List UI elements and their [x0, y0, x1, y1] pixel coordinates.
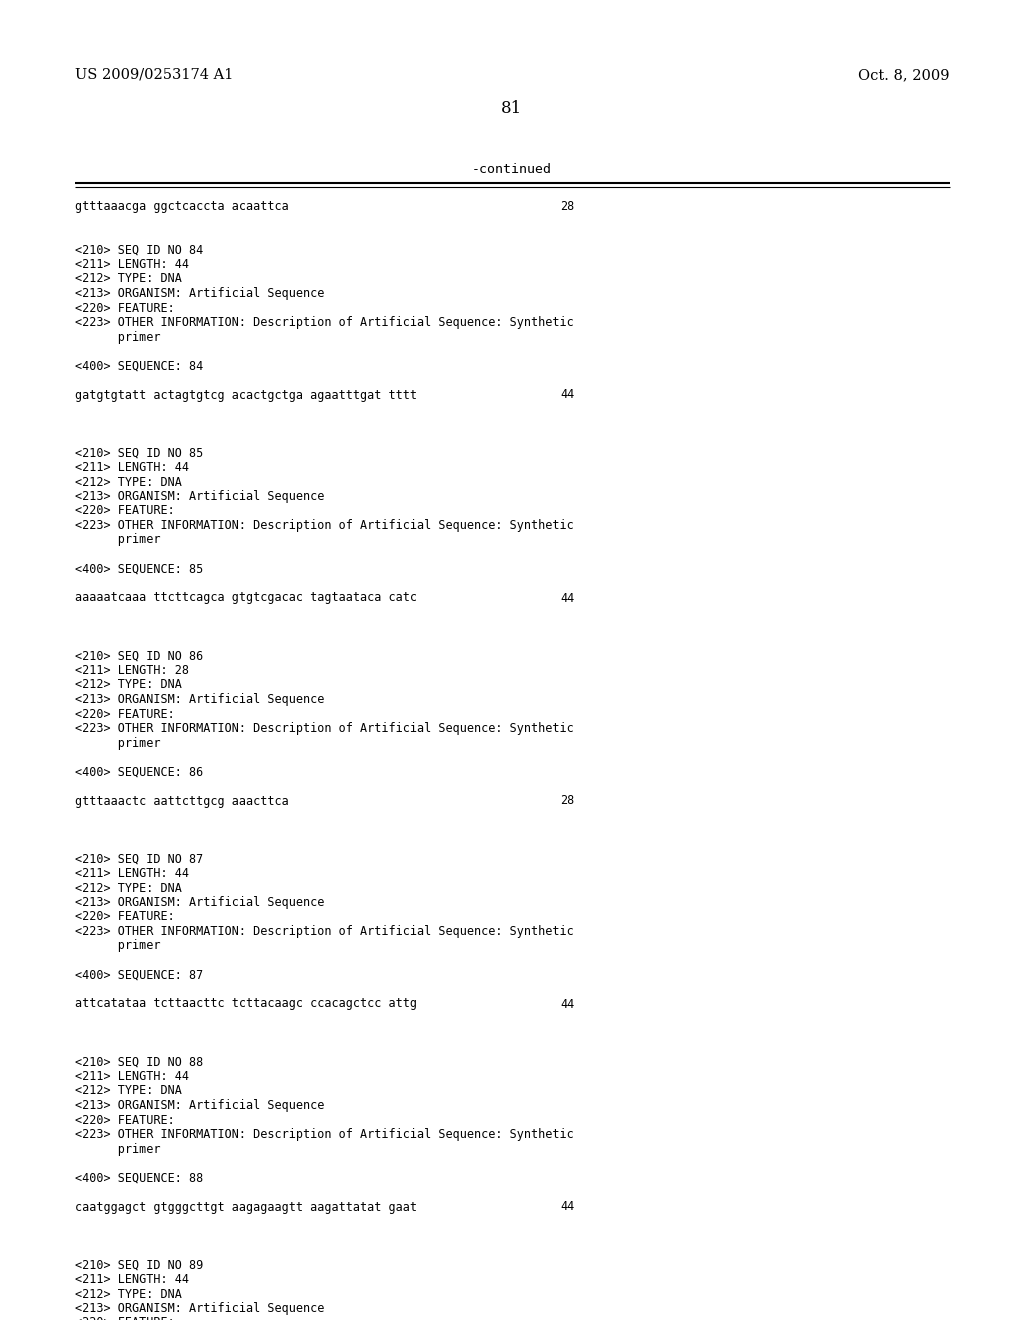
Text: primer: primer	[75, 940, 161, 953]
Text: <220> FEATURE:: <220> FEATURE:	[75, 708, 175, 721]
Text: attcatataa tcttaacttc tcttacaagc ccacagctcc attg: attcatataa tcttaacttc tcttacaagc ccacagc…	[75, 998, 417, 1011]
Text: Oct. 8, 2009: Oct. 8, 2009	[858, 69, 950, 82]
Text: 44: 44	[560, 591, 574, 605]
Text: -continued: -continued	[472, 162, 552, 176]
Text: <223> OTHER INFORMATION: Description of Artificial Sequence: Synthetic: <223> OTHER INFORMATION: Description of …	[75, 519, 573, 532]
Text: 44: 44	[560, 998, 574, 1011]
Text: primer: primer	[75, 330, 161, 343]
Text: <212> TYPE: DNA: <212> TYPE: DNA	[75, 882, 182, 895]
Text: 44: 44	[560, 1200, 574, 1213]
Text: <213> ORGANISM: Artificial Sequence: <213> ORGANISM: Artificial Sequence	[75, 1100, 325, 1111]
Text: <400> SEQUENCE: 87: <400> SEQUENCE: 87	[75, 969, 203, 982]
Text: <220> FEATURE:: <220> FEATURE:	[75, 1316, 175, 1320]
Text: US 2009/0253174 A1: US 2009/0253174 A1	[75, 69, 233, 82]
Text: <400> SEQUENCE: 86: <400> SEQUENCE: 86	[75, 766, 203, 779]
Text: <212> TYPE: DNA: <212> TYPE: DNA	[75, 1085, 182, 1097]
Text: <400> SEQUENCE: 88: <400> SEQUENCE: 88	[75, 1172, 203, 1184]
Text: <212> TYPE: DNA: <212> TYPE: DNA	[75, 678, 182, 692]
Text: <210> SEQ ID NO 88: <210> SEQ ID NO 88	[75, 1056, 203, 1068]
Text: <213> ORGANISM: Artificial Sequence: <213> ORGANISM: Artificial Sequence	[75, 896, 325, 909]
Text: <400> SEQUENCE: 84: <400> SEQUENCE: 84	[75, 359, 203, 372]
Text: gtttaaactc aattcttgcg aaacttca: gtttaaactc aattcttgcg aaacttca	[75, 795, 289, 808]
Text: <212> TYPE: DNA: <212> TYPE: DNA	[75, 475, 182, 488]
Text: <211> LENGTH: 44: <211> LENGTH: 44	[75, 867, 189, 880]
Text: gatgtgtatt actagtgtcg acactgctga agaatttgat tttt: gatgtgtatt actagtgtcg acactgctga agaattt…	[75, 388, 417, 401]
Text: <223> OTHER INFORMATION: Description of Artificial Sequence: Synthetic: <223> OTHER INFORMATION: Description of …	[75, 722, 573, 735]
Text: primer: primer	[75, 737, 161, 750]
Text: <213> ORGANISM: Artificial Sequence: <213> ORGANISM: Artificial Sequence	[75, 693, 325, 706]
Text: 81: 81	[502, 100, 522, 117]
Text: <223> OTHER INFORMATION: Description of Artificial Sequence: Synthetic: <223> OTHER INFORMATION: Description of …	[75, 925, 573, 939]
Text: <220> FEATURE:: <220> FEATURE:	[75, 911, 175, 924]
Text: <211> LENGTH: 44: <211> LENGTH: 44	[75, 1272, 189, 1286]
Text: aaaaatcaaa ttcttcagca gtgtcgacac tagtaataca catc: aaaaatcaaa ttcttcagca gtgtcgacac tagtaat…	[75, 591, 417, 605]
Text: <211> LENGTH: 28: <211> LENGTH: 28	[75, 664, 189, 677]
Text: 28: 28	[560, 795, 574, 808]
Text: <213> ORGANISM: Artificial Sequence: <213> ORGANISM: Artificial Sequence	[75, 490, 325, 503]
Text: <213> ORGANISM: Artificial Sequence: <213> ORGANISM: Artificial Sequence	[75, 286, 325, 300]
Text: <220> FEATURE:: <220> FEATURE:	[75, 1114, 175, 1126]
Text: <211> LENGTH: 44: <211> LENGTH: 44	[75, 257, 189, 271]
Text: <213> ORGANISM: Artificial Sequence: <213> ORGANISM: Artificial Sequence	[75, 1302, 325, 1315]
Text: primer: primer	[75, 533, 161, 546]
Text: 44: 44	[560, 388, 574, 401]
Text: <211> LENGTH: 44: <211> LENGTH: 44	[75, 461, 189, 474]
Text: <400> SEQUENCE: 85: <400> SEQUENCE: 85	[75, 562, 203, 576]
Text: caatggagct gtgggcttgt aagagaagtt aagattatat gaat: caatggagct gtgggcttgt aagagaagtt aagatta…	[75, 1200, 417, 1213]
Text: 28: 28	[560, 201, 574, 213]
Text: <220> FEATURE:: <220> FEATURE:	[75, 504, 175, 517]
Text: <220> FEATURE:: <220> FEATURE:	[75, 301, 175, 314]
Text: <210> SEQ ID NO 87: <210> SEQ ID NO 87	[75, 853, 203, 866]
Text: <210> SEQ ID NO 86: <210> SEQ ID NO 86	[75, 649, 203, 663]
Text: gtttaaacga ggctcaccta acaattca: gtttaaacga ggctcaccta acaattca	[75, 201, 289, 213]
Text: <210> SEQ ID NO 84: <210> SEQ ID NO 84	[75, 243, 203, 256]
Text: <212> TYPE: DNA: <212> TYPE: DNA	[75, 272, 182, 285]
Text: <223> OTHER INFORMATION: Description of Artificial Sequence: Synthetic: <223> OTHER INFORMATION: Description of …	[75, 1129, 573, 1140]
Text: <210> SEQ ID NO 85: <210> SEQ ID NO 85	[75, 446, 203, 459]
Text: <211> LENGTH: 44: <211> LENGTH: 44	[75, 1071, 189, 1082]
Text: primer: primer	[75, 1143, 161, 1155]
Text: <212> TYPE: DNA: <212> TYPE: DNA	[75, 1287, 182, 1300]
Text: <210> SEQ ID NO 89: <210> SEQ ID NO 89	[75, 1258, 203, 1271]
Text: <223> OTHER INFORMATION: Description of Artificial Sequence: Synthetic: <223> OTHER INFORMATION: Description of …	[75, 315, 573, 329]
